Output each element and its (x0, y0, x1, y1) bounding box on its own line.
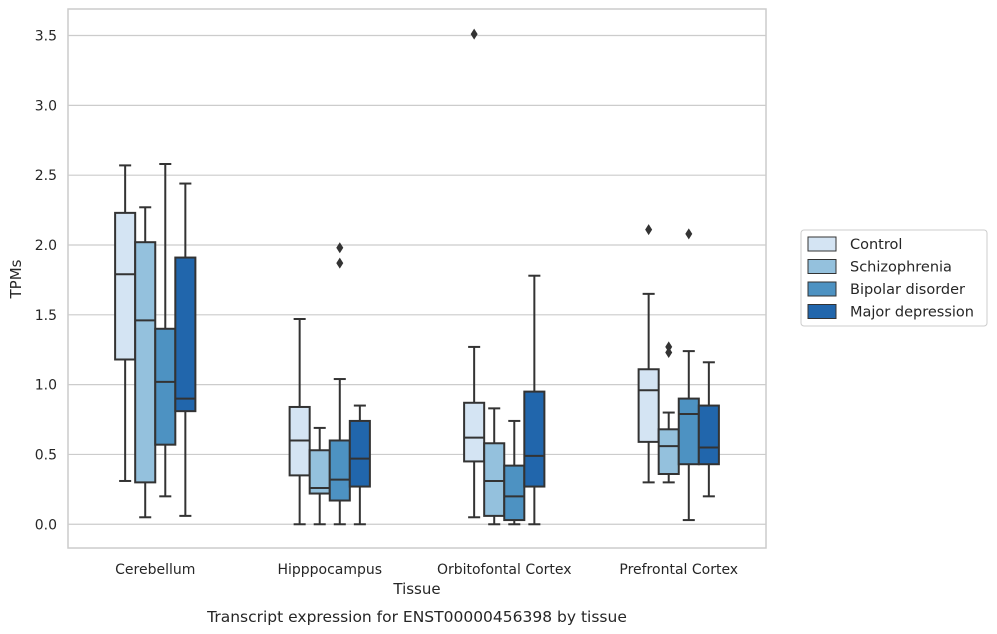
y-tick-label: 0.5 (35, 447, 57, 463)
x-tick-label: Orbitofontal Cortex (437, 562, 572, 578)
box-iqr (463, 401, 486, 463)
box-major-depression (523, 274, 546, 526)
y-axis-label: TPMs (7, 259, 25, 299)
box-major-depression (174, 182, 197, 517)
box-iqr (637, 368, 660, 443)
box-series (114, 28, 720, 526)
y-tick-label: 3.5 (35, 29, 57, 45)
outlier-point (685, 228, 693, 240)
legend-swatch (807, 259, 837, 274)
legend-swatch (807, 281, 837, 297)
outlier-point (336, 242, 344, 254)
y-tick-label: 0.0 (35, 517, 57, 533)
box-major-depression (348, 404, 371, 526)
outlier-point (336, 257, 344, 269)
x-tick-labels: Cerebellum Hipppocampus Orbitofontal Corte… (115, 562, 738, 578)
box-iqr (503, 464, 526, 522)
box-iqr (174, 256, 197, 413)
x-axis-label: Tissue (392, 580, 440, 598)
box-iqr (114, 211, 137, 361)
box-bipolar-disorder (503, 419, 526, 526)
legend: Control Schizophrenia Bipolar disorder Majo… (800, 229, 988, 327)
legend-label: Control (850, 237, 902, 253)
box-iqr (677, 397, 700, 466)
box-control (288, 317, 311, 526)
box-bipolar-disorder (154, 162, 177, 498)
y-tick-label: 1.5 (35, 308, 57, 324)
outlier-point (665, 341, 673, 353)
legend-label: Bipolar disorder (850, 282, 965, 298)
chart-caption: Transcript expression for ENST0000045639… (206, 608, 627, 626)
grid-lines (68, 34, 766, 525)
box-control (463, 28, 486, 519)
box-iqr (657, 428, 680, 475)
box-schizophrenia (134, 206, 157, 519)
legend-label: Major depression (850, 305, 974, 321)
box-iqr (328, 439, 351, 502)
y-tick-label: 3.0 (35, 98, 57, 114)
box-control (114, 164, 137, 482)
legend-frame (800, 229, 988, 327)
box-iqr (154, 327, 177, 446)
box-iqr (134, 241, 157, 484)
legend-swatch (807, 304, 837, 319)
x-tick-label: Cerebellum (115, 562, 195, 578)
outlier-point (645, 224, 653, 236)
x-tick-label: Hipppocampus (277, 562, 382, 578)
outlier-point (665, 347, 673, 359)
y-tick-label: 1.0 (35, 378, 57, 394)
y-tick-label: 2.5 (35, 168, 57, 184)
y-tick-labels: 0.0 0.5 1.0 1.5 2.0 2.5 3.0 3.5 (35, 29, 57, 534)
box-bipolar-disorder (328, 242, 351, 526)
legend-swatch (807, 236, 837, 252)
outlier-point (470, 28, 478, 40)
box-iqr (523, 390, 546, 488)
box-iqr (697, 404, 720, 466)
y-tick-label: 2.0 (35, 238, 57, 254)
box-major-depression (697, 361, 720, 498)
box-iqr (483, 442, 506, 517)
legend-label: Schizophrenia (850, 260, 952, 276)
box-iqr (348, 419, 371, 488)
box-control (637, 224, 660, 484)
x-tick-label: Prefrontal Cortex (619, 562, 738, 578)
